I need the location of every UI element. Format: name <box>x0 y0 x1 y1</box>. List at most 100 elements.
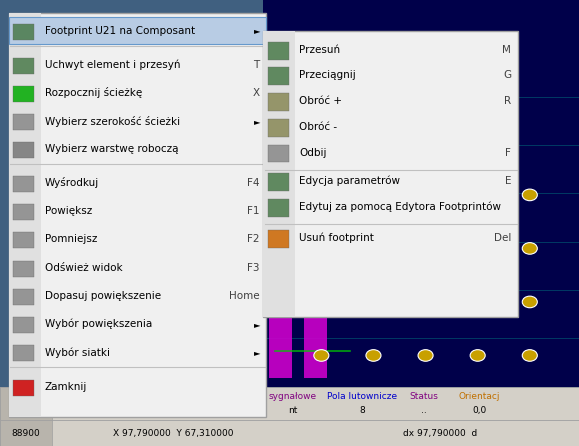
Text: G: G <box>503 70 511 80</box>
Text: U21: U21 <box>426 118 454 132</box>
Text: M: M <box>503 45 511 55</box>
Circle shape <box>366 189 381 201</box>
Circle shape <box>470 296 485 308</box>
Bar <box>268 173 289 191</box>
Text: Rozpocznij ścieżkę: Rozpocznij ścieżkę <box>45 87 142 99</box>
Bar <box>263 31 295 317</box>
Text: ►: ► <box>254 26 261 35</box>
Text: Uchwyt element i przesуń: Uchwyt element i przesуń <box>45 59 180 70</box>
Text: Pomniejsz: Pomniejsz <box>45 235 97 244</box>
Bar <box>13 142 34 158</box>
Bar <box>0 387 579 420</box>
Text: F: F <box>505 148 511 157</box>
Text: Przesuń: Przesuń <box>299 45 340 55</box>
Circle shape <box>418 296 433 308</box>
Circle shape <box>470 350 485 361</box>
Text: Zamknij: Zamknij <box>45 382 87 392</box>
Text: 0,0: 0,0 <box>472 406 486 415</box>
Bar <box>0 420 52 446</box>
Text: Wyśrodkuj: Wyśrodkuj <box>45 178 99 188</box>
Text: Przeciągnij: Przeciągnij <box>299 70 356 80</box>
Text: F2: F2 <box>247 235 259 244</box>
Text: R: R <box>504 96 511 106</box>
Bar <box>13 176 34 192</box>
Circle shape <box>366 350 381 361</box>
Text: 88900: 88900 <box>12 429 41 438</box>
Bar <box>268 199 289 217</box>
Text: Pola lutownicze: Pola lutownicze <box>327 392 397 401</box>
Bar <box>9 13 266 417</box>
Text: F3: F3 <box>247 263 259 273</box>
Text: Obróć -: Obróć - <box>299 122 338 132</box>
Circle shape <box>418 243 433 254</box>
Text: Status: Status <box>410 392 438 401</box>
Circle shape <box>366 296 381 308</box>
Bar <box>13 317 34 333</box>
Text: Edycja parametrów: Edycja parametrów <box>299 176 400 186</box>
Text: dx 97,790000  d: dx 97,790000 d <box>403 429 477 438</box>
Text: Wybierz szerokość ścieżki: Wybierz szerokość ścieżki <box>45 116 179 127</box>
Circle shape <box>314 189 329 201</box>
Text: Powiększ: Powiększ <box>45 206 92 216</box>
Bar <box>13 86 34 102</box>
Text: F1: F1 <box>247 206 259 216</box>
Text: Edytuj za pomocą Edytora Footprintów: Edytuj za pomocą Edytora Footprintów <box>299 202 501 212</box>
Text: Usuń footprint: Usuń footprint <box>299 233 374 244</box>
Bar <box>13 380 34 396</box>
Bar <box>13 232 34 248</box>
Bar <box>9 13 41 417</box>
Text: Odbij: Odbij <box>299 148 327 157</box>
Bar <box>13 58 34 74</box>
Circle shape <box>522 243 537 254</box>
Bar <box>268 230 289 248</box>
Circle shape <box>470 243 485 254</box>
Circle shape <box>366 243 381 254</box>
Text: T: T <box>253 60 259 70</box>
Text: Wybór powiększenia: Wybór powiększenia <box>45 319 152 330</box>
Bar <box>13 345 34 361</box>
Bar <box>13 114 34 130</box>
Text: Odśwież widok: Odśwież widok <box>45 263 122 273</box>
Bar <box>13 289 34 305</box>
Bar <box>13 260 34 277</box>
Text: X 97,790000  Y 67,310000: X 97,790000 Y 67,310000 <box>113 429 234 438</box>
Circle shape <box>522 350 537 361</box>
Text: ..: .. <box>422 406 427 415</box>
Text: Footprint U21 na Composant: Footprint U21 na Composant <box>45 26 195 36</box>
Bar <box>268 67 289 85</box>
Text: Dopasuj powiększenie: Dopasuj powiększenie <box>45 291 161 301</box>
Bar <box>13 204 34 220</box>
Circle shape <box>522 296 537 308</box>
Text: Wybór siatki: Wybór siatki <box>45 347 109 358</box>
Text: sygnałowe: sygnałowe <box>268 392 317 401</box>
Text: Home: Home <box>229 291 259 301</box>
Circle shape <box>314 296 329 308</box>
Circle shape <box>522 189 537 201</box>
Text: nt: nt <box>288 406 297 415</box>
Bar <box>268 93 289 111</box>
Text: F4: F4 <box>247 178 259 188</box>
Circle shape <box>470 189 485 201</box>
Text: Obróć +: Obróć + <box>299 96 342 106</box>
Text: Del: Del <box>494 233 511 243</box>
Bar <box>13 24 34 40</box>
Text: Wybierz warstwę roboczą: Wybierz warstwę roboczą <box>45 145 178 154</box>
Bar <box>263 0 579 387</box>
Text: ►: ► <box>254 320 261 329</box>
Bar <box>304 165 327 378</box>
Bar <box>0 420 579 446</box>
Bar <box>9 17 266 45</box>
Bar <box>269 165 292 378</box>
Bar <box>268 42 289 60</box>
Text: ►: ► <box>254 117 261 126</box>
Text: Orientacj: Orientacj <box>459 392 500 401</box>
Bar <box>268 145 289 162</box>
Text: X: X <box>252 88 259 98</box>
Circle shape <box>314 350 329 361</box>
Circle shape <box>418 350 433 361</box>
Circle shape <box>314 243 329 254</box>
Bar <box>0 387 52 420</box>
Text: 8: 8 <box>359 406 365 415</box>
Text: E: E <box>505 176 511 186</box>
Bar <box>263 31 518 317</box>
